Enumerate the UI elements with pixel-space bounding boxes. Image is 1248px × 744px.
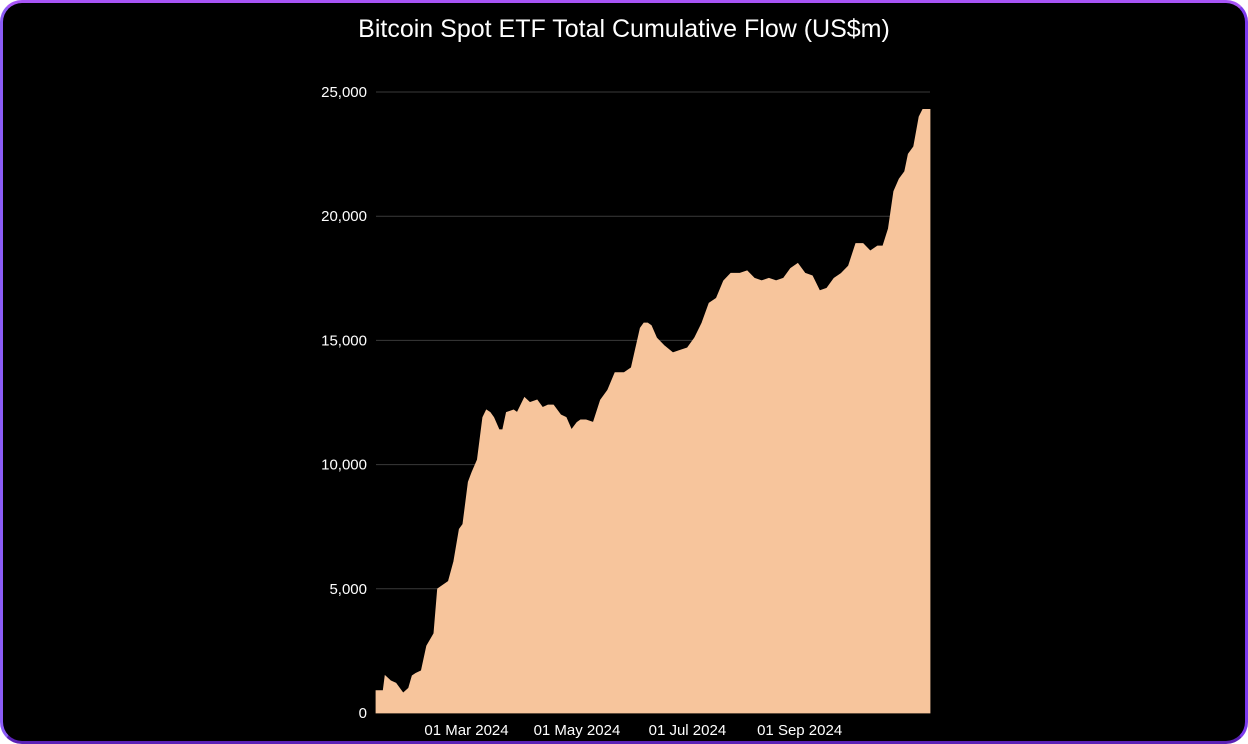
y-tick-label: 5,000: [329, 581, 367, 598]
x-tick-label: 01 Jul 2024: [649, 722, 727, 739]
chart-title: Bitcoin Spot ETF Total Cumulative Flow (…: [358, 15, 890, 43]
y-tick-label: 0: [359, 705, 367, 722]
x-tick-label: 01 Sep 2024: [757, 722, 842, 739]
cumulative-flow-area: [375, 109, 931, 714]
x-tick-label: 01 May 2024: [534, 722, 621, 739]
y-tick-label: 20,000: [321, 208, 367, 225]
y-axis: 0 5,000 10,000 15,000 20,000 25,000: [321, 84, 367, 722]
chart-canvas: 0 5,000 10,000 15,000 20,000 25,000 01 Mar 20…: [321, 84, 931, 739]
y-tick-label: 25,000: [321, 84, 367, 101]
y-tick-label: 15,000: [321, 332, 367, 349]
x-tick-label: 01 Mar 2024: [424, 722, 508, 739]
y-tick-label: 10,000: [321, 457, 367, 474]
x-axis: 01 Mar 2024 01 May 2024 01 Jul 2024 01 Sep …: [424, 722, 842, 739]
